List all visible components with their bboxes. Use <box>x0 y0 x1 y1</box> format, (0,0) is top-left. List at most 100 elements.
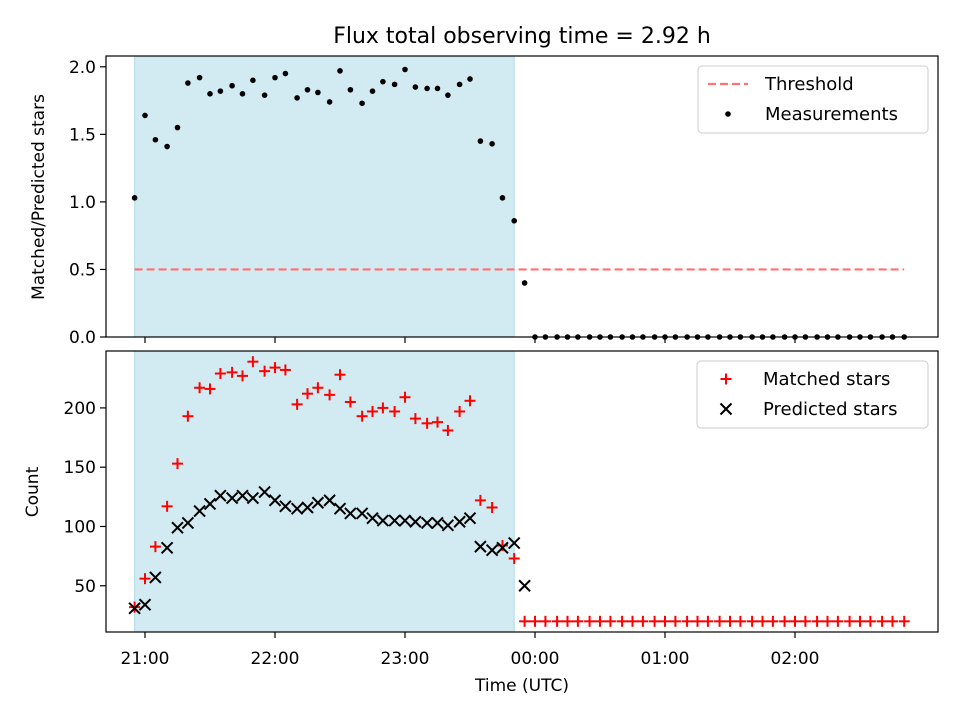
top-legend: Threshold Measurements <box>697 65 929 134</box>
predicted-star-point <box>507 536 521 550</box>
predicted-star-point <box>409 515 422 528</box>
predicted-star-point <box>453 515 466 528</box>
measurement-point <box>424 85 430 92</box>
matched-star-point <box>562 615 573 627</box>
predicted-star-point <box>181 516 195 530</box>
matched-star-point <box>302 388 313 400</box>
matched-star-point <box>692 615 703 627</box>
matched-star-point <box>312 382 324 394</box>
measurement-point <box>402 66 408 73</box>
top-y-tick-label: 2.0 <box>69 58 96 78</box>
matched-star-point <box>572 615 584 627</box>
predicted-star-point <box>431 516 444 530</box>
measurement-point <box>380 78 386 85</box>
matched-star-point <box>724 615 736 627</box>
predicted-star-point <box>171 521 184 534</box>
matched-star-point <box>539 615 551 627</box>
top-axes-frame <box>105 55 939 338</box>
matched-star-point <box>269 362 281 374</box>
measurement-point <box>337 68 343 74</box>
predicted-star-point <box>333 502 347 515</box>
predicted-star-point <box>236 489 249 502</box>
x-tick-label: 00:00 <box>511 649 560 669</box>
predicted-star-point <box>258 485 271 499</box>
predicted-star-point <box>474 540 487 553</box>
measurement-point <box>207 91 213 97</box>
matched-star-point <box>172 458 183 470</box>
top-y-axis-label: Matched/Predicted stars <box>29 94 49 300</box>
matched-star-point <box>194 382 206 394</box>
predicted-star-point <box>301 501 314 514</box>
matched-star-point <box>409 413 421 425</box>
predicted-star-point <box>246 491 260 505</box>
measurement-point <box>315 89 321 96</box>
matched-star-point <box>876 615 888 627</box>
measurement-point <box>164 143 170 150</box>
predicted-star-point <box>518 579 531 592</box>
top-y-tick-label: 1.5 <box>69 125 96 145</box>
x-tick-label: 22:00 <box>251 649 300 669</box>
predicted-star-point <box>290 502 304 515</box>
measurement-point <box>229 82 235 89</box>
bottom-legend-box <box>696 360 929 429</box>
matched-star-point <box>519 615 531 627</box>
measurement-point <box>185 80 191 86</box>
matched-star-point <box>486 502 498 514</box>
matched-star-point <box>854 615 866 627</box>
predicted-star-point <box>214 489 227 502</box>
bottom-y-axis-label: Count <box>23 466 43 517</box>
matched-star-point <box>594 615 606 627</box>
measurement-point <box>434 85 441 92</box>
matched-star-point <box>844 615 856 627</box>
matched-star-point <box>324 389 336 401</box>
measurement-point <box>391 81 398 88</box>
x-marker <box>719 402 733 416</box>
matched-star-point <box>702 615 714 627</box>
measurement-point <box>369 88 376 94</box>
matched-star-point <box>399 391 411 403</box>
bottom-legend: Matched stars Predicted stars <box>696 360 929 429</box>
matched-star-point <box>822 615 833 627</box>
predicted-star-point <box>193 504 206 518</box>
matched-star-point <box>789 615 801 627</box>
measurement-point <box>359 100 365 107</box>
bottom-panel: 50 100 150 200 21:00 22:00 23:00 00:00 01:00 02:0… <box>23 350 939 696</box>
measurement-point <box>282 70 289 77</box>
matched-star-point <box>864 615 876 627</box>
matched-star-point <box>669 615 681 627</box>
predicted-star-point <box>485 543 499 557</box>
predicted-star-point <box>268 494 282 507</box>
predicted-star-point <box>279 500 292 513</box>
matched-star-point <box>204 383 216 395</box>
bottom-axes-frame <box>105 350 939 633</box>
matched-star-point <box>421 417 433 429</box>
observing-window-span <box>134 55 515 338</box>
predicted-star-point <box>420 516 434 530</box>
predicted-star-point <box>376 514 390 527</box>
measurement-point <box>152 136 159 143</box>
matched-star-point <box>757 615 768 627</box>
measurement-point <box>489 141 495 147</box>
matched-star-point <box>237 370 248 382</box>
matched-star-point <box>367 405 378 417</box>
predicted-star-point <box>366 511 379 525</box>
predicted-star-point <box>311 496 325 509</box>
bottom-y-tick-label: 50 <box>74 577 96 597</box>
measurement-point <box>142 112 148 119</box>
bottom-y-tick-label: 100 <box>64 517 96 537</box>
predicted-star-point <box>203 497 217 511</box>
measurement-point <box>174 124 181 131</box>
x-tick-label: 21:00 <box>121 649 170 669</box>
matched-star-point <box>627 615 638 627</box>
bottom-y-tick-label: 150 <box>64 458 96 478</box>
legend-measurements-swatch <box>725 111 731 117</box>
predicted-star-point <box>463 511 477 525</box>
matched-star-point <box>746 615 758 627</box>
predicted-star-point <box>441 519 455 532</box>
matched-star-point <box>356 410 368 422</box>
measurement-point <box>250 77 256 84</box>
predicted-star-point <box>149 571 162 584</box>
measurement-point <box>521 280 528 286</box>
matched-star-point <box>508 552 520 564</box>
